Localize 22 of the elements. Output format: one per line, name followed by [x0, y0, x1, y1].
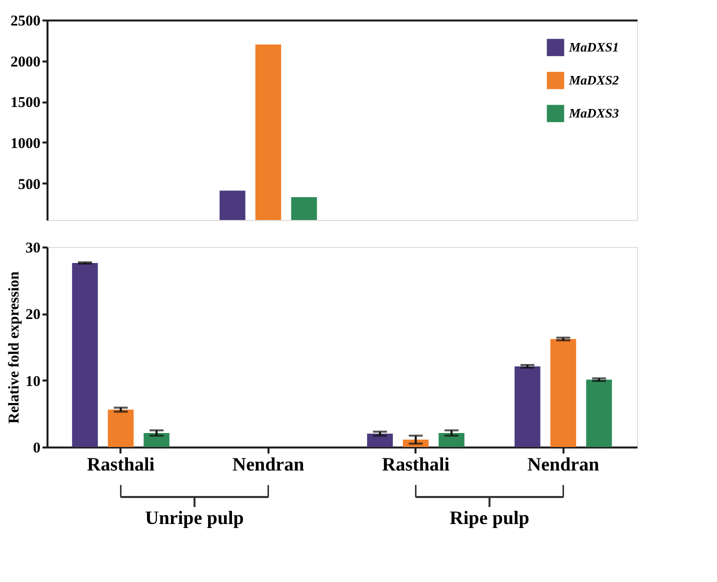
bar: [438, 433, 464, 447]
bar: [72, 263, 98, 447]
legend-label: MaDXS1: [568, 40, 619, 54]
y-tick-label: 500: [18, 176, 40, 193]
x-tick-label: Rasthali: [86, 454, 155, 476]
y-tick-label: 10: [26, 374, 40, 390]
bar: [144, 433, 170, 447]
y-axis-title: Relative fold expression: [6, 270, 22, 424]
x-tick-label: Rasthali: [382, 454, 450, 476]
text: Unripe pulp: [145, 508, 244, 529]
y-tick-label: 1500: [10, 95, 40, 112]
legend-label: MaDXS2: [568, 72, 620, 88]
y-tick-label: 2000: [10, 54, 40, 70]
y-tick-label: 2500: [10, 14, 40, 30]
text: Ripe pulp: [450, 508, 530, 529]
x-tick-label: Nendran: [527, 454, 600, 476]
x-tick-label: Nendran: [232, 454, 305, 476]
y-tick-label: 0: [33, 440, 40, 456]
legend-label: MaDXS3: [568, 106, 620, 120]
y-tick-label: 20: [26, 307, 40, 324]
y-tick-label: 30: [26, 240, 40, 256]
y-tick-label: 1000: [10, 136, 40, 152]
